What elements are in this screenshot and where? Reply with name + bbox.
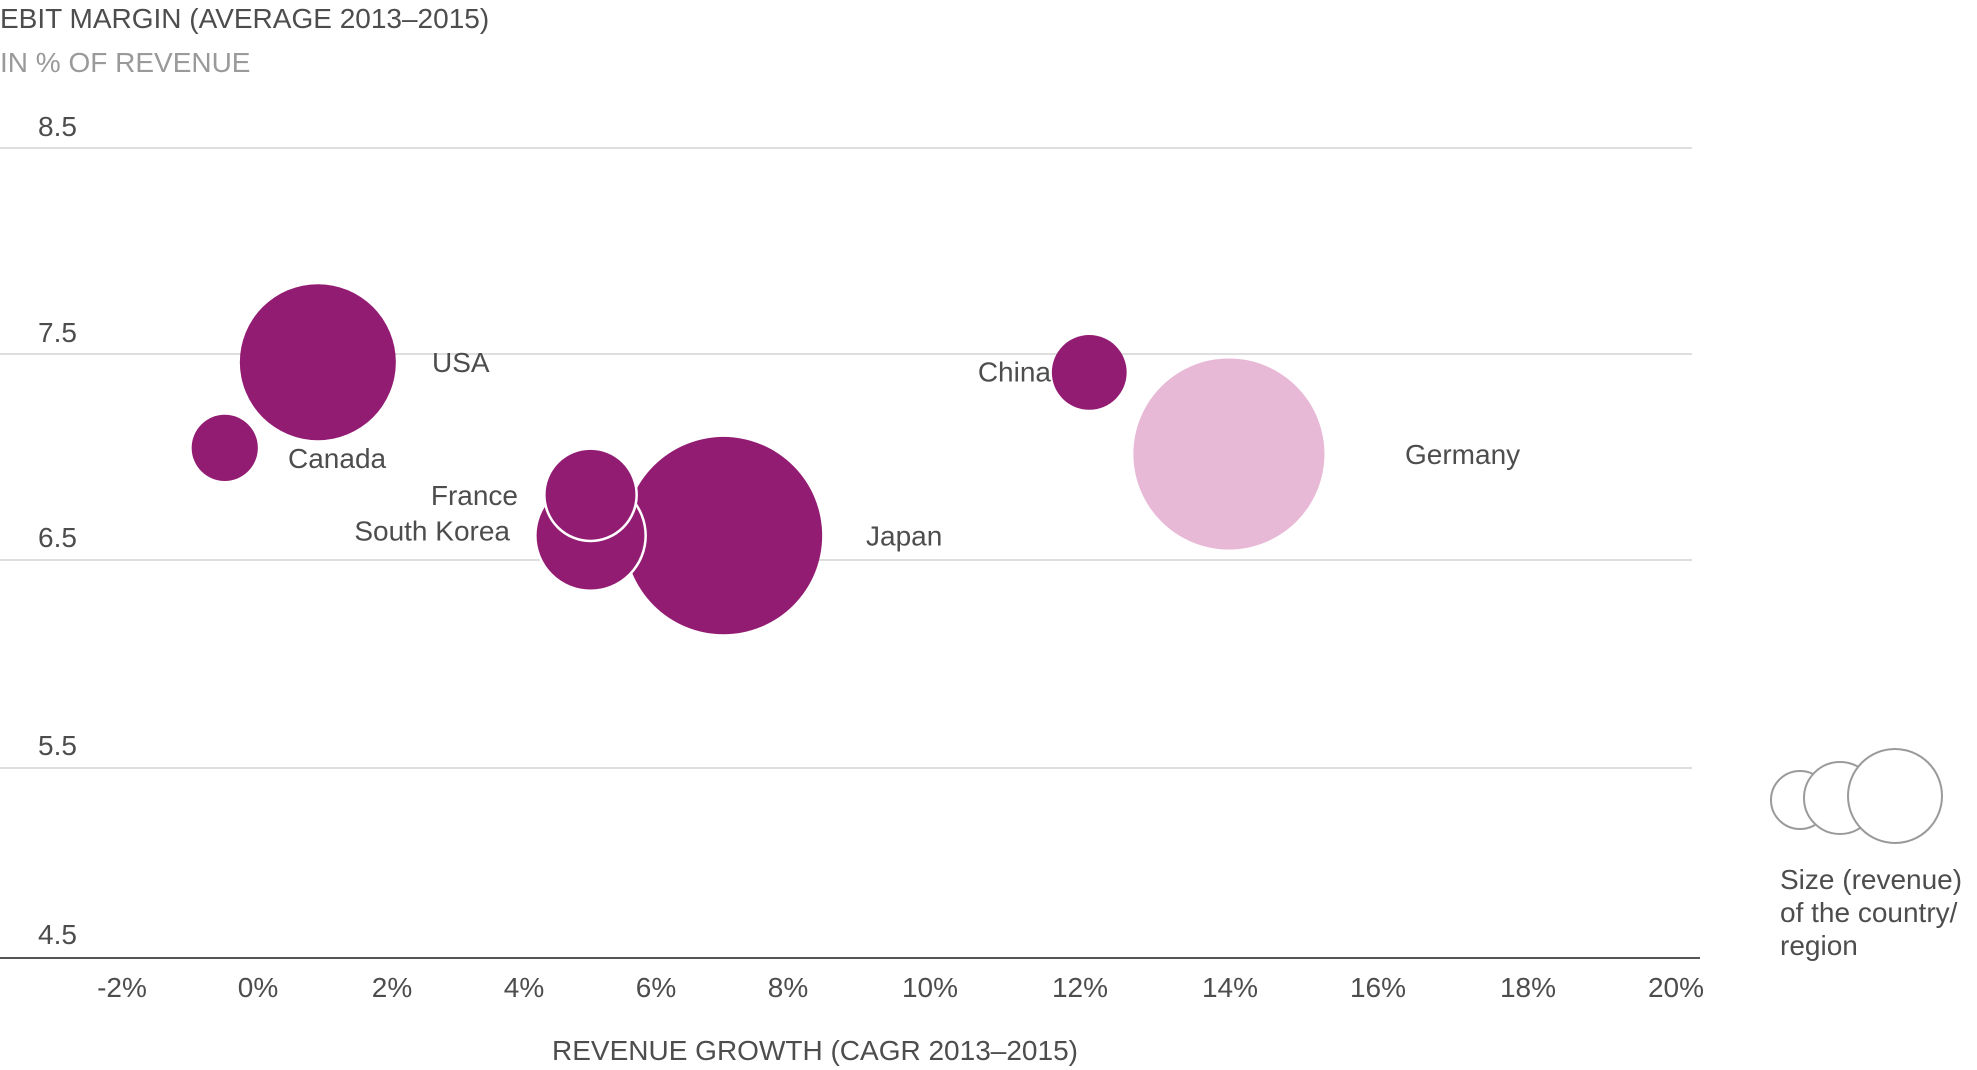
y-tick-label: 7.5 [38, 317, 77, 348]
y-tick-labels: 8.5 7.5 6.5 5.5 4.5 [38, 111, 77, 950]
y-tick-label: 8.5 [38, 111, 77, 142]
bubble-label-canada: Canada [288, 443, 387, 474]
y-tick-label: 6.5 [38, 522, 77, 553]
x-tick-label: -2% [97, 972, 147, 1003]
bubble-canada [191, 414, 258, 481]
bubble-germany [1133, 358, 1325, 550]
bubble-japan [624, 436, 823, 635]
bubble-labels: Germany Japan USA South Korea China Canada Fra… [288, 347, 1520, 551]
y-tick-label: 4.5 [38, 919, 77, 950]
size-legend: Size (revenue) of the country/ region [1770, 748, 1962, 961]
legend-line-1: Size (revenue) [1780, 864, 1962, 895]
x-axis-title: REVENUE GROWTH (CAGR 2013–2015) [552, 1035, 1078, 1066]
x-tick-label: 12% [1052, 972, 1108, 1003]
x-tick-label: 6% [636, 972, 676, 1003]
bubble-label-usa: USA [432, 347, 490, 378]
chart-title: EBIT MARGIN (AVERAGE 2013–2015) [0, 3, 489, 34]
y-tick-label: 5.5 [38, 730, 77, 761]
bubble-france [543, 447, 638, 543]
x-tick-label: 16% [1350, 972, 1406, 1003]
bubble-china [1051, 334, 1127, 410]
bubble-label-china: China [978, 356, 1052, 387]
x-tick-label: 2% [372, 972, 412, 1003]
bubble-usa [239, 284, 396, 441]
x-tick-label: 8% [768, 972, 808, 1003]
legend-line-3: region [1780, 930, 1858, 961]
x-tick-label: 14% [1202, 972, 1258, 1003]
x-tick-labels: -2% 0% 2% 4% 6% 8% 10% 12% 14% 16% 18% 20% [97, 972, 1704, 1003]
x-tick-label: 10% [902, 972, 958, 1003]
bubbles [191, 284, 1325, 635]
x-tick-label: 18% [1500, 972, 1556, 1003]
x-tick-label: 4% [504, 972, 544, 1003]
x-tick-label: 20% [1648, 972, 1704, 1003]
bubble-label-japan: Japan [866, 521, 942, 552]
bubble-label-germany: Germany [1405, 439, 1520, 470]
legend-line-2: of the country/ [1780, 897, 1958, 928]
legend-circle-large [1847, 748, 1943, 844]
bubble-label-france: France [431, 480, 518, 511]
x-tick-label: 0% [238, 972, 278, 1003]
bubble-label-south-korea: South Korea [354, 516, 510, 547]
chart-subtitle: IN % OF REVENUE [0, 47, 250, 78]
